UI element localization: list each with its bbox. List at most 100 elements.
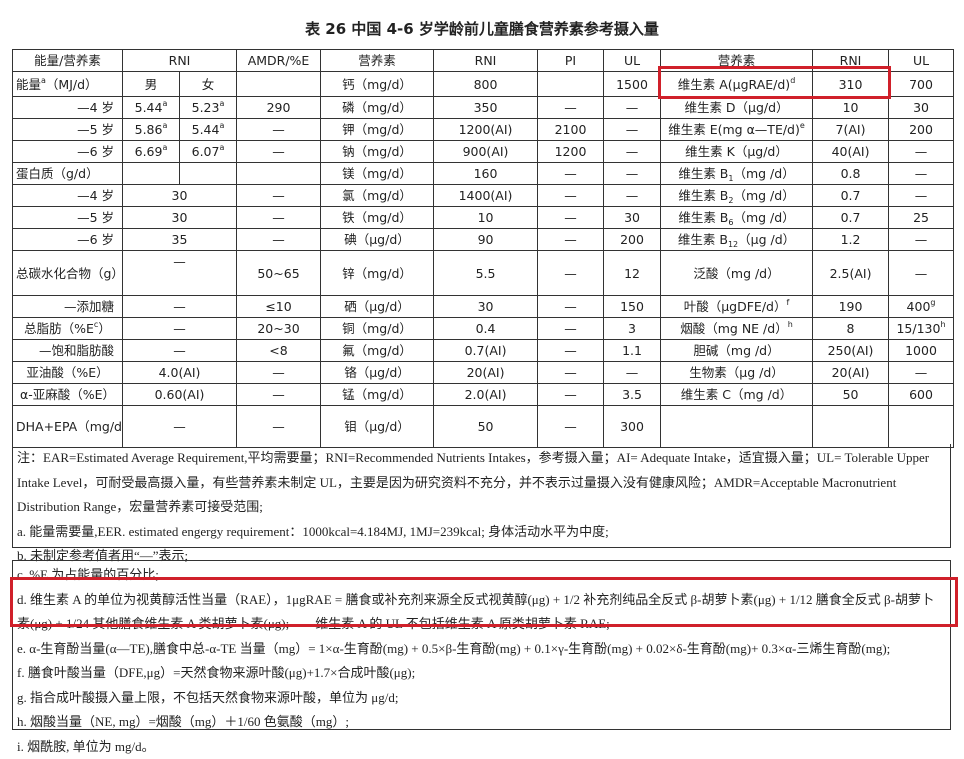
- table-cell: 350: [434, 97, 538, 119]
- cell-text: 250(AI): [828, 343, 874, 358]
- cell-text: α-亚麻酸（%E）: [20, 387, 115, 402]
- cell-text: 40(AI): [832, 144, 870, 159]
- note-line: a. 能量需要量,EER. estimated engergy requirem…: [17, 520, 946, 545]
- table-row: DHA+EPA（mg/d）——钼（μg/d）50—300: [13, 406, 954, 448]
- cell-text: 1.2: [841, 232, 861, 247]
- cell-text: —5 岁: [77, 210, 114, 225]
- cell-text: 叶酸（μgDFE/d）: [684, 299, 787, 314]
- table-cell: 维生素 B1（mg /d）: [661, 163, 813, 185]
- cell-text: —: [564, 299, 577, 314]
- table-cell: —: [538, 340, 604, 362]
- table-cell: [889, 406, 954, 448]
- cell-text: 30: [172, 188, 188, 203]
- header-cell: 营养素: [321, 50, 434, 72]
- table-cell: 30: [434, 296, 538, 318]
- cell-text: 氟（mg/d）: [342, 343, 412, 358]
- cell-text: 800: [474, 77, 498, 92]
- cell-text: 30: [478, 299, 494, 314]
- table-cell: 10: [813, 97, 889, 119]
- cell-text: RNI: [475, 53, 497, 68]
- cell-text: 5.23: [192, 100, 220, 115]
- cell-text: 200: [909, 122, 933, 137]
- table-cell: 钠（mg/d）: [321, 141, 434, 163]
- table-cell: —: [604, 163, 661, 185]
- table-cell: —: [123, 251, 237, 296]
- cell-text: 900(AI): [463, 144, 509, 159]
- table-cell: 6.07a: [180, 141, 237, 163]
- table-cell: 250(AI): [813, 340, 889, 362]
- cell-text: —: [564, 343, 577, 358]
- table-cell: 200: [889, 119, 954, 141]
- cell-text: —: [564, 188, 577, 203]
- table-cell: 0.8: [813, 163, 889, 185]
- table-cell: —: [604, 362, 661, 384]
- table-row: 蛋白质（g/d）镁（mg/d）160——维生素 B1（mg /d）0.8—: [13, 163, 954, 185]
- cell-text-suffix: ）: [98, 321, 111, 336]
- cell-superscript: a: [162, 143, 167, 152]
- cell-text: 20(AI): [467, 365, 505, 380]
- table-cell: 300: [604, 406, 661, 448]
- table-cell: —: [237, 141, 321, 163]
- cell-text: 钙（mg/d）: [342, 77, 412, 92]
- cell-text: 1200(AI): [459, 122, 513, 137]
- table-cell: 20(AI): [813, 362, 889, 384]
- table-cell: 4.0(AI): [123, 362, 237, 384]
- cell-text: 钼（μg/d）: [344, 419, 410, 434]
- cell-superscript: d: [790, 76, 795, 85]
- cell-text: 350: [474, 100, 498, 115]
- table-cell: 12: [604, 251, 661, 296]
- cell-text: 6.69: [135, 144, 163, 159]
- cell-text: 维生素 B: [678, 188, 728, 203]
- cell-text: 泛酸（mg /d）: [693, 266, 779, 281]
- table-cell: —: [538, 362, 604, 384]
- table-cell: —: [604, 141, 661, 163]
- table-cell: 8: [813, 318, 889, 340]
- table-cell: 铬（μg/d）: [321, 362, 434, 384]
- cell-text: DHA+EPA（mg/d）: [16, 419, 123, 434]
- table-cell: —: [123, 406, 237, 448]
- table-cell: 200: [604, 229, 661, 251]
- cell-text: 碘（μg/d）: [344, 232, 410, 247]
- table-cell: [237, 163, 321, 185]
- cell-text: 2100: [555, 122, 587, 137]
- table-cell: [123, 163, 180, 185]
- cell-text: 290: [267, 100, 291, 115]
- table-cell: 1000: [889, 340, 954, 362]
- cell-text: 30: [913, 100, 929, 115]
- table-cell: 碘（μg/d）: [321, 229, 434, 251]
- table-cell: 1200(AI): [434, 119, 538, 141]
- cell-text: 磷（mg/d）: [342, 100, 412, 115]
- cell-text: —: [915, 166, 928, 181]
- cell-text: 3: [628, 321, 636, 336]
- table-cell: 维生素 A(μgRAE/d)d: [661, 72, 813, 97]
- table-cell: 6.69a: [123, 141, 180, 163]
- cell-text: 营养素: [358, 53, 396, 68]
- cell-text: 20~30: [257, 321, 299, 336]
- cell-text: 女: [202, 77, 215, 92]
- cell-text: 5.5: [476, 266, 496, 281]
- table-cell: —: [604, 119, 661, 141]
- cell-text: 12: [624, 266, 640, 281]
- cell-text: 5.44: [135, 100, 163, 115]
- cell-superscript: a: [162, 99, 167, 108]
- cell-text: 锰（mg/d）: [342, 387, 412, 402]
- header-cell: AMDR/%E: [237, 50, 321, 72]
- cell-text: —: [915, 232, 928, 247]
- cell-text: 维生素 D（μg/d）: [684, 100, 788, 115]
- cell-text: 700: [909, 77, 933, 92]
- cell-text: 钠（mg/d）: [342, 144, 412, 159]
- cell-text: —: [626, 100, 639, 115]
- cell-text: 铁（mg/d）: [342, 210, 412, 225]
- header-cell: 营养素: [661, 50, 813, 72]
- table-cell: —: [123, 318, 237, 340]
- table-cell: 30: [123, 207, 237, 229]
- cell-text: —: [564, 365, 577, 380]
- table-cell: —6 岁: [13, 229, 123, 251]
- table-cell: 2.0(AI): [434, 384, 538, 406]
